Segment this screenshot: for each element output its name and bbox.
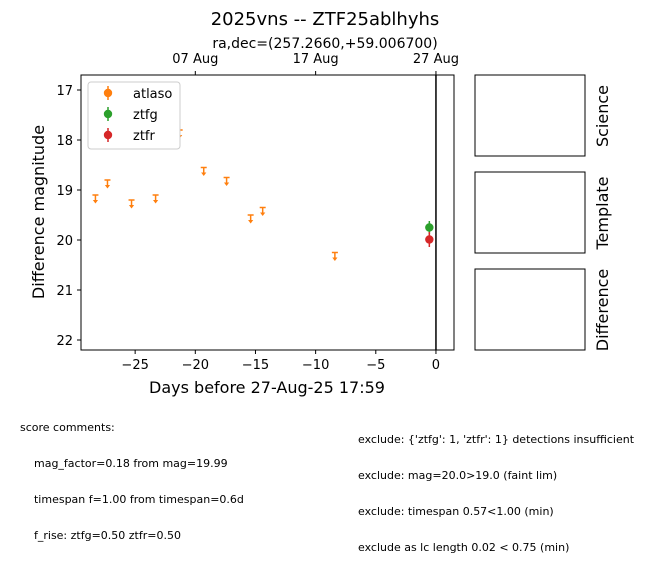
chart-subtitle: ra,dec=(257.2660,+59.006700): [212, 36, 437, 52]
data-marks: [92, 75, 437, 350]
y-tick-label: 17: [56, 84, 73, 99]
y-tick-label: 22: [56, 334, 73, 349]
ztfg-point: [425, 223, 434, 232]
atlaso-upper-limit-arrow: [152, 194, 159, 204]
x-tick-label: −5: [366, 358, 385, 373]
atlaso-upper-limit-arrow: [92, 194, 99, 204]
chart-title: 2025vns -- ZTF25ablhyhs: [211, 9, 440, 30]
comment-line: mag_factor=0.18 from mag=19.99: [20, 457, 228, 470]
exclude-line: exclude: mag=20.0>19.0 (faint lim): [358, 469, 558, 482]
y-tick-label: 21: [56, 284, 73, 299]
atlaso-upper-limit-arrow: [331, 251, 338, 261]
atlaso-upper-limit-arrow: [104, 179, 111, 189]
comment-line: score comments:: [20, 421, 115, 434]
x-tick-label: −25: [121, 358, 148, 373]
ztfr-point: [425, 235, 434, 244]
x-tick-label: −20: [182, 358, 209, 373]
limit-arrowhead: [104, 185, 111, 189]
legend-marker: [103, 130, 113, 140]
y-tick-label: 19: [56, 184, 73, 199]
top-axis-tick-label: 27 Aug: [413, 52, 459, 67]
top-axis-tick-label: 07 Aug: [172, 52, 218, 67]
science-panel-label: Science: [593, 85, 612, 147]
exclude-comments: exclude: {'ztfg': 1, 'ztfr': 1} detectio…: [358, 410, 634, 566]
science-panel: [474, 74, 586, 157]
limit-arrowhead: [201, 172, 207, 176]
axes-layer: −25 −20 −15 −10 −5 0 17 18 19 20 21 22 07 Aug 17 Aug 2…: [56, 52, 459, 373]
y-tick-label: 20: [56, 234, 73, 249]
limit-arrowhead: [92, 200, 99, 204]
atlaso-upper-limit-arrow: [259, 206, 266, 216]
legend-marker: [103, 109, 113, 119]
side-panels: Science Template Difference: [474, 74, 612, 351]
limit-arrowhead: [260, 212, 266, 216]
exclude-line: exclude as lc length 0.02 < 0.75 (min): [358, 541, 570, 554]
legend-label: ztfg: [133, 108, 158, 123]
x-tick-label: 0: [432, 358, 440, 373]
plot-frame: [80, 74, 455, 351]
y-tick-label: 18: [56, 134, 73, 149]
limit-arrowhead: [332, 257, 338, 261]
difference-panel-label: Difference: [593, 269, 612, 351]
limit-arrowhead: [223, 182, 230, 186]
legend-marker: [103, 88, 113, 98]
legend-label: atlaso: [133, 87, 172, 102]
atlaso-upper-limit-arrow: [223, 176, 230, 186]
atlaso-upper-limit-arrow: [247, 214, 254, 224]
x-axis-label: Days before 27-Aug-25 17:59: [149, 378, 385, 397]
top-axis-tick-label: 17 Aug: [293, 52, 339, 67]
comment-line: timespan f=1.00 from timespan=0.6d: [20, 493, 244, 506]
limit-arrowhead: [128, 205, 135, 209]
x-tick-label: −10: [302, 358, 329, 373]
y-axis-label: Difference magnitude: [29, 125, 48, 299]
exclude-line: exclude: timespan 0.57<1.00 (min): [358, 505, 554, 518]
score-comments: score comments: mag_factor=0.18 from mag…: [20, 398, 244, 554]
legend: atlaso ztfg ztfr: [87, 81, 181, 150]
exclude-line: exclude: {'ztfg': 1, 'ztfr': 1} detectio…: [358, 433, 635, 446]
lightcurve-figure: 2025vns -- ZTF25ablhyhs ra,dec=(257.2660…: [29, 9, 612, 397]
template-panel-label: Template: [593, 176, 612, 250]
difference-panel: [474, 268, 586, 351]
atlaso-upper-limit-arrow: [128, 199, 135, 209]
legend-label: ztfr: [133, 129, 155, 144]
atlaso-upper-limit-arrow: [200, 166, 207, 176]
x-tick-label: −15: [242, 358, 269, 373]
limit-arrowhead: [248, 220, 254, 224]
comment-line: f_rise: ztfg=0.50 ztfr=0.50: [20, 529, 181, 542]
limit-arrowhead: [153, 200, 159, 204]
template-panel: [474, 171, 586, 254]
